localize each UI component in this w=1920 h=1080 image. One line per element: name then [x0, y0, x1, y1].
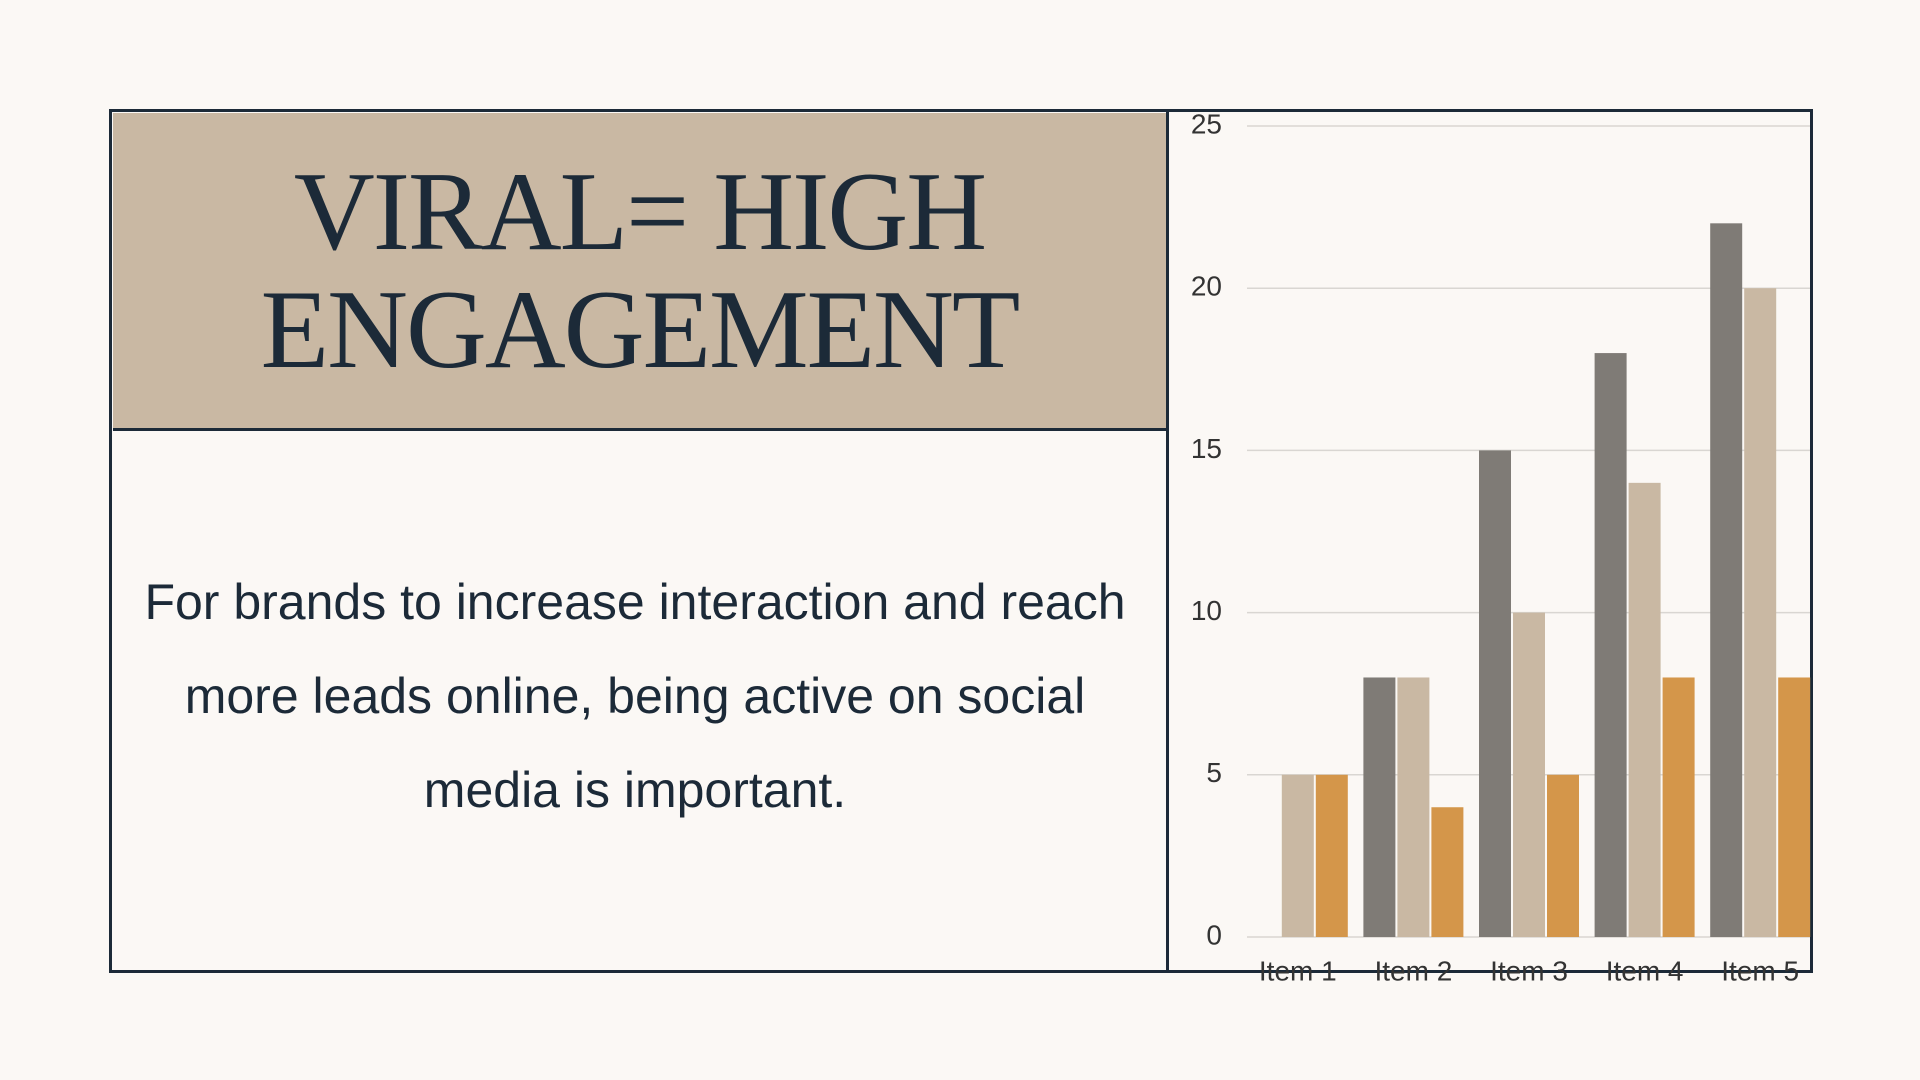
bar: [1744, 288, 1777, 937]
title-box: VIRAL= HIGH ENGAGEMENT: [113, 113, 1166, 431]
bar: [1547, 774, 1579, 937]
x-tick-label: Item 1: [1259, 955, 1337, 986]
bar: [1628, 482, 1661, 937]
divider: [1166, 109, 1169, 973]
frame: [109, 109, 1813, 973]
body-text: For brands to increase interaction and r…: [144, 574, 1126, 818]
bar: [1479, 450, 1511, 937]
bar: [1778, 677, 1811, 937]
bar: [1594, 353, 1627, 938]
bar: [1513, 612, 1545, 937]
bar: [1662, 677, 1695, 937]
x-tick-label: Item 5: [1721, 955, 1799, 986]
y-tick-label: 20: [1191, 271, 1222, 302]
y-tick-label: 15: [1191, 433, 1222, 464]
bar: [1431, 807, 1464, 937]
y-tick-label: 0: [1206, 919, 1222, 950]
bar: [1397, 677, 1430, 937]
x-tick-label: Item 4: [1606, 955, 1684, 986]
bar: [1710, 223, 1743, 937]
x-tick-label: Item 3: [1490, 955, 1568, 986]
title: VIRAL= HIGH ENGAGEMENT: [260, 149, 1021, 392]
y-tick-label: 10: [1191, 595, 1222, 626]
y-tick-label: 25: [1191, 108, 1222, 139]
bar: [1281, 774, 1314, 937]
bar: [1315, 774, 1348, 937]
y-tick-label: 5: [1206, 757, 1222, 788]
x-tick-label: Item 2: [1374, 955, 1452, 986]
bar: [1363, 677, 1396, 937]
